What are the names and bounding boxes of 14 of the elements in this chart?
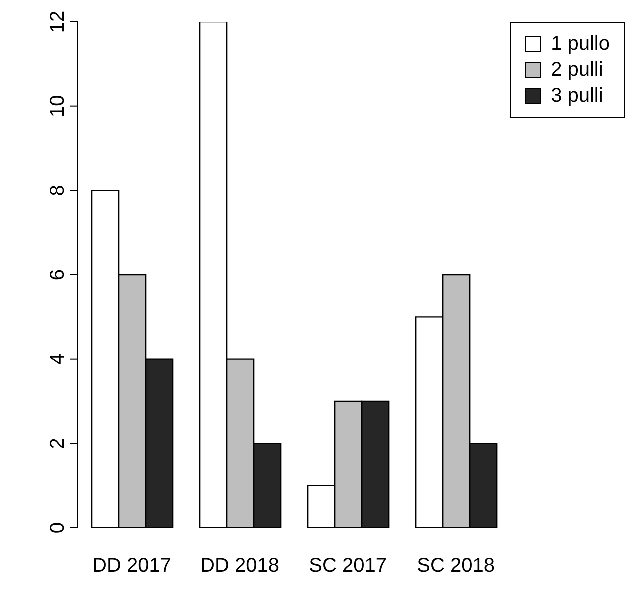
y-tick-label: 4 xyxy=(47,354,69,365)
y-tick-label: 10 xyxy=(47,95,69,118)
y-tick-label: 2 xyxy=(47,438,69,450)
y-tick-label: 8 xyxy=(47,185,69,196)
legend-label: 2 pulli xyxy=(551,58,604,83)
x-tick-label: SC 2017 xyxy=(309,555,387,578)
legend-label: 1 pullo xyxy=(551,32,610,57)
x-tick-label: SC 2018 xyxy=(417,555,495,578)
legend-label: 3 pulli xyxy=(551,84,604,109)
x-tick-label: DD 2018 xyxy=(200,555,280,578)
y-tick-label: 6 xyxy=(47,269,69,281)
y-tick-label: 12 xyxy=(47,10,69,34)
x-tick-label: DD 2017 xyxy=(92,555,172,578)
y-tick-label: 0 xyxy=(47,522,69,534)
